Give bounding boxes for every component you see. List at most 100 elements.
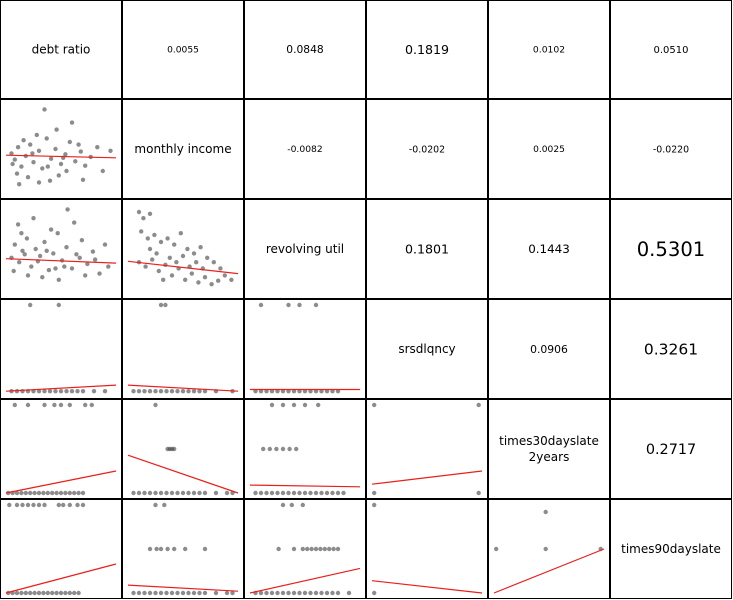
scatter-point	[28, 590, 33, 596]
scatter-point	[158, 239, 164, 245]
scatter-point	[36, 502, 42, 508]
variable-label: monthly income	[134, 142, 231, 156]
scatter-point	[319, 590, 324, 596]
scatter-panel-4-3	[371, 402, 483, 496]
scatter-point	[62, 264, 67, 269]
correlation-value: 0.1443	[528, 242, 570, 256]
trend-line	[5, 258, 117, 264]
scatter-point	[25, 402, 31, 408]
trend-line	[127, 260, 239, 275]
scatter-point	[218, 266, 223, 271]
scatter-point	[150, 257, 155, 262]
scatter-point	[28, 142, 33, 147]
scatter-panel-4-2	[249, 402, 361, 496]
scatter-point	[286, 302, 291, 308]
scatter-point	[164, 389, 169, 394]
scatter-panel-5-3	[371, 502, 483, 596]
scatter-point	[258, 490, 264, 496]
scatter-point	[136, 389, 142, 394]
panel-1-5	[610, 99, 732, 199]
scatter-point	[41, 490, 46, 496]
scatter-point	[58, 490, 64, 496]
scatter-point	[14, 171, 20, 176]
scatter-point	[280, 446, 286, 452]
scatter-point	[44, 136, 49, 141]
scatter-point	[158, 490, 164, 496]
scatter-point	[131, 490, 136, 496]
scatter-point	[309, 546, 314, 552]
scatter-point	[36, 389, 42, 394]
scatter-point	[324, 490, 330, 496]
scatter-point	[54, 490, 59, 496]
scatter-point	[169, 490, 175, 496]
scatter-point	[67, 139, 73, 145]
scatter-point	[7, 502, 12, 508]
panel-3-0	[0, 299, 122, 399]
scatter-point	[143, 264, 148, 269]
scatter-point	[275, 590, 280, 596]
scatter-point	[224, 490, 230, 496]
trend-line	[249, 484, 361, 488]
scatter-point	[289, 502, 294, 508]
scatter-point	[14, 502, 20, 508]
correlation-value: 0.0055	[167, 46, 199, 56]
scatter-point	[142, 490, 147, 496]
scatter-point	[222, 273, 227, 278]
scatter-point	[275, 490, 280, 496]
scatter-point	[372, 590, 377, 596]
variable-label: debt ratio	[32, 43, 91, 57]
scatter-point	[31, 502, 36, 508]
scatter-point	[20, 248, 25, 253]
scatter-point	[76, 142, 81, 147]
scatter-point	[269, 590, 275, 596]
scatter-point	[19, 231, 24, 236]
scatter-panel-3-2	[250, 302, 360, 394]
correlation-value: 0.0848	[286, 43, 324, 56]
scatter-point	[15, 145, 21, 150]
scatter-point	[34, 132, 39, 138]
scatter-point	[216, 278, 221, 283]
panel-0-1	[122, 0, 244, 99]
scatter-point	[83, 402, 88, 408]
scatter-point	[37, 253, 43, 259]
panel-0-2	[244, 0, 366, 99]
scatter-point	[48, 156, 54, 161]
scatter-point	[108, 148, 113, 153]
scatter-point	[153, 502, 158, 508]
scatter-point	[131, 389, 136, 394]
scatter-point	[54, 590, 59, 596]
correlation-value: -0.0202	[409, 144, 445, 155]
panel-1-3	[366, 99, 488, 199]
scatter-point	[85, 261, 90, 267]
scatter-point	[153, 590, 158, 596]
scatter-point	[53, 389, 58, 394]
scatter-point	[15, 222, 21, 227]
scatter-point	[136, 590, 142, 596]
scatter-point	[79, 238, 85, 243]
scatter-point	[158, 590, 164, 596]
scatter-point	[24, 236, 30, 241]
scatter-point	[12, 242, 17, 247]
scatter-point	[58, 590, 64, 596]
scatter-point	[180, 253, 186, 259]
scatter-point	[147, 490, 153, 496]
scatter-point	[147, 246, 153, 252]
scatter-point	[29, 264, 34, 269]
scatter-point	[189, 271, 194, 276]
scatter-point	[20, 502, 25, 508]
trend-line	[5, 154, 117, 159]
scatter-point	[91, 389, 97, 394]
scatter-point	[209, 282, 214, 287]
scatter-point	[305, 546, 310, 552]
scatter-point	[229, 277, 234, 282]
scatter-point	[276, 546, 281, 552]
scatter-point	[90, 249, 96, 254]
scatter-point	[341, 490, 346, 496]
scatter-point	[53, 146, 58, 152]
scatter-point	[73, 159, 78, 164]
scatter-point	[131, 590, 136, 596]
scatter-point	[14, 490, 20, 496]
scatter-point	[40, 275, 45, 280]
correlation-value: 0.0025	[533, 145, 565, 155]
